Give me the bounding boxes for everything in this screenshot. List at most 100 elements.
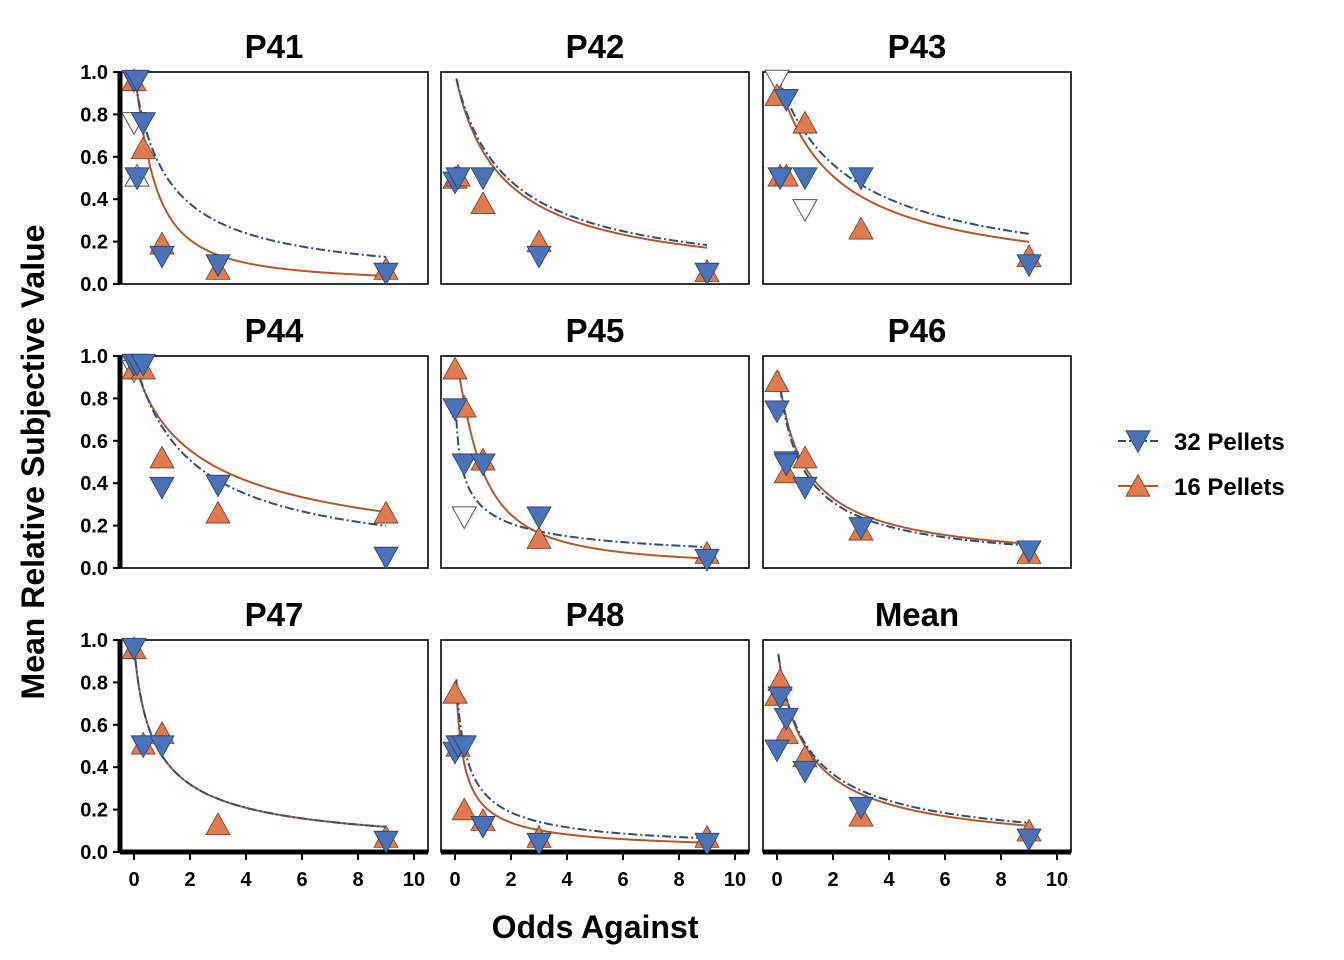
x-tick-label: 2 bbox=[505, 869, 516, 891]
y-tick-label: 0.8 bbox=[80, 672, 108, 694]
panel-p41: P41 0.0 0.2 0.4 0.6 0.8 1.0 bbox=[80, 28, 429, 296]
panel-frame bbox=[119, 639, 429, 853]
point-16-pellets bbox=[130, 136, 156, 159]
point-16-pellets bbox=[526, 526, 552, 549]
y-tick-label: 0.6 bbox=[80, 147, 108, 169]
point-16-pellets bbox=[442, 356, 468, 380]
point-32-pellets-open bbox=[764, 69, 790, 93]
legend: 32 Pellets 16 Pellets bbox=[1118, 429, 1285, 501]
legend-label-32-pellets: 32 Pellets bbox=[1174, 429, 1285, 456]
point-32-pellets bbox=[773, 707, 799, 731]
point-32-pellets bbox=[848, 517, 874, 540]
point-16-pellets bbox=[764, 369, 790, 393]
point-32-pellets bbox=[1016, 254, 1042, 278]
y-tick-label: 0.4 bbox=[80, 473, 109, 495]
point-16-pellets bbox=[205, 500, 231, 524]
panel-frame bbox=[119, 355, 429, 569]
legend-marker-16-pellets bbox=[1125, 473, 1151, 497]
point-32-pellets bbox=[451, 735, 477, 759]
x-tick-label: 4 bbox=[240, 869, 252, 891]
point-32-pellets-open bbox=[451, 506, 478, 530]
point-32-pellets bbox=[121, 637, 147, 661]
x-tick-label: 8 bbox=[673, 869, 684, 891]
point-32-pellets-open bbox=[792, 199, 818, 223]
legend-label-16-pellets: 16 Pellets bbox=[1174, 474, 1285, 501]
x-tick-label: 8 bbox=[995, 869, 1006, 891]
point-32-pellets bbox=[149, 245, 175, 269]
panel-p43: P43 bbox=[762, 28, 1072, 285]
y-tick-label: 0.4 bbox=[80, 757, 109, 779]
point-32-pellets bbox=[130, 735, 156, 759]
point-32-pellets bbox=[451, 453, 477, 477]
y-tick-label: 1.0 bbox=[80, 62, 108, 84]
x-tick-label: 0 bbox=[449, 869, 460, 891]
y-tick-label: 0.4 bbox=[80, 189, 109, 211]
point-32-pellets bbox=[445, 167, 471, 191]
panel-title: P47 bbox=[245, 596, 304, 633]
point-32-pellets bbox=[694, 832, 720, 856]
panel-title: P41 bbox=[245, 28, 304, 65]
point-32-pellets bbox=[149, 476, 175, 500]
y-tick-label: 0.8 bbox=[80, 104, 108, 126]
point-16-pellets bbox=[848, 216, 874, 240]
x-tick-label: 10 bbox=[1046, 869, 1068, 891]
panel-title: P45 bbox=[566, 312, 625, 349]
point-16-pellets bbox=[792, 110, 818, 134]
fit-line-32-pellets bbox=[777, 372, 1030, 547]
point-32-pellets bbox=[470, 453, 496, 477]
point-32-pellets bbox=[792, 760, 818, 784]
panel-title: P44 bbox=[245, 312, 304, 349]
point-32-pellets bbox=[124, 167, 150, 191]
point-32-pellets bbox=[205, 254, 231, 278]
point-32-pellets bbox=[792, 476, 818, 500]
point-32-pellets bbox=[767, 686, 793, 710]
y-tick-label: 1.0 bbox=[80, 346, 108, 368]
point-16-pellets bbox=[205, 812, 231, 836]
point-32-pellets bbox=[1016, 828, 1042, 852]
point-16-pellets bbox=[451, 797, 477, 821]
y-tick-label: 0.2 bbox=[80, 232, 108, 254]
x-tick-label: 6 bbox=[296, 869, 307, 891]
point-32-pellets bbox=[526, 245, 552, 269]
point-32-pellets bbox=[848, 167, 874, 191]
y-tick-label: 0.6 bbox=[80, 431, 108, 453]
panel-frame bbox=[440, 355, 750, 569]
panel-p48: P48 0 2 4 6 8 10 bbox=[440, 596, 750, 891]
panel-frame bbox=[440, 71, 750, 285]
panel-title: P46 bbox=[888, 312, 947, 349]
panel-frame bbox=[762, 71, 1072, 285]
y-tick-label: 0.0 bbox=[80, 274, 108, 296]
x-tick-label: 0 bbox=[771, 869, 782, 891]
x-tick-label: 2 bbox=[184, 869, 195, 891]
x-tick-label: 6 bbox=[617, 869, 628, 891]
fit-line-32-pellets bbox=[134, 659, 387, 828]
point-32-pellets bbox=[764, 739, 790, 763]
point-32-pellets bbox=[373, 830, 399, 854]
panel-frame bbox=[762, 355, 1072, 569]
point-32-pellets bbox=[773, 88, 799, 112]
point-32-pellets bbox=[373, 546, 399, 570]
point-16-pellets bbox=[442, 680, 468, 704]
point-32-pellets bbox=[792, 167, 818, 191]
x-axis-label: Odds Against bbox=[492, 909, 699, 945]
point-32-pellets bbox=[526, 832, 552, 856]
panel-p47: P47 0.0 0.2 0.4 0.6 0.8 1.0 0 2 4 6 8 10 bbox=[80, 596, 429, 891]
fit-line-32-pellets bbox=[134, 361, 387, 527]
x-tick-label: 4 bbox=[561, 869, 573, 891]
panel-p46: P46 bbox=[762, 312, 1072, 569]
y-axis-label: Mean Relative Subjective Value bbox=[15, 225, 51, 700]
y-tick-label: 0.2 bbox=[80, 800, 108, 822]
y-tick-label: 0.2 bbox=[80, 516, 108, 538]
panel-p44: P44 0.0 0.2 0.4 0.6 0.8 1.0 bbox=[80, 312, 429, 580]
point-16-pellets bbox=[373, 500, 399, 524]
y-tick-label: 1.0 bbox=[80, 630, 108, 652]
fit-line-16-pellets bbox=[455, 687, 708, 844]
x-tick-label: 10 bbox=[724, 869, 746, 891]
y-tick-label: 0.0 bbox=[80, 842, 108, 864]
panel-title: P42 bbox=[566, 28, 625, 65]
point-16-pellets bbox=[149, 445, 175, 469]
panel-mean: Mean 0 2 4 6 8 10 bbox=[762, 596, 1072, 891]
legend-marker-32-pellets bbox=[1125, 430, 1151, 454]
x-tick-label: 6 bbox=[939, 869, 950, 891]
